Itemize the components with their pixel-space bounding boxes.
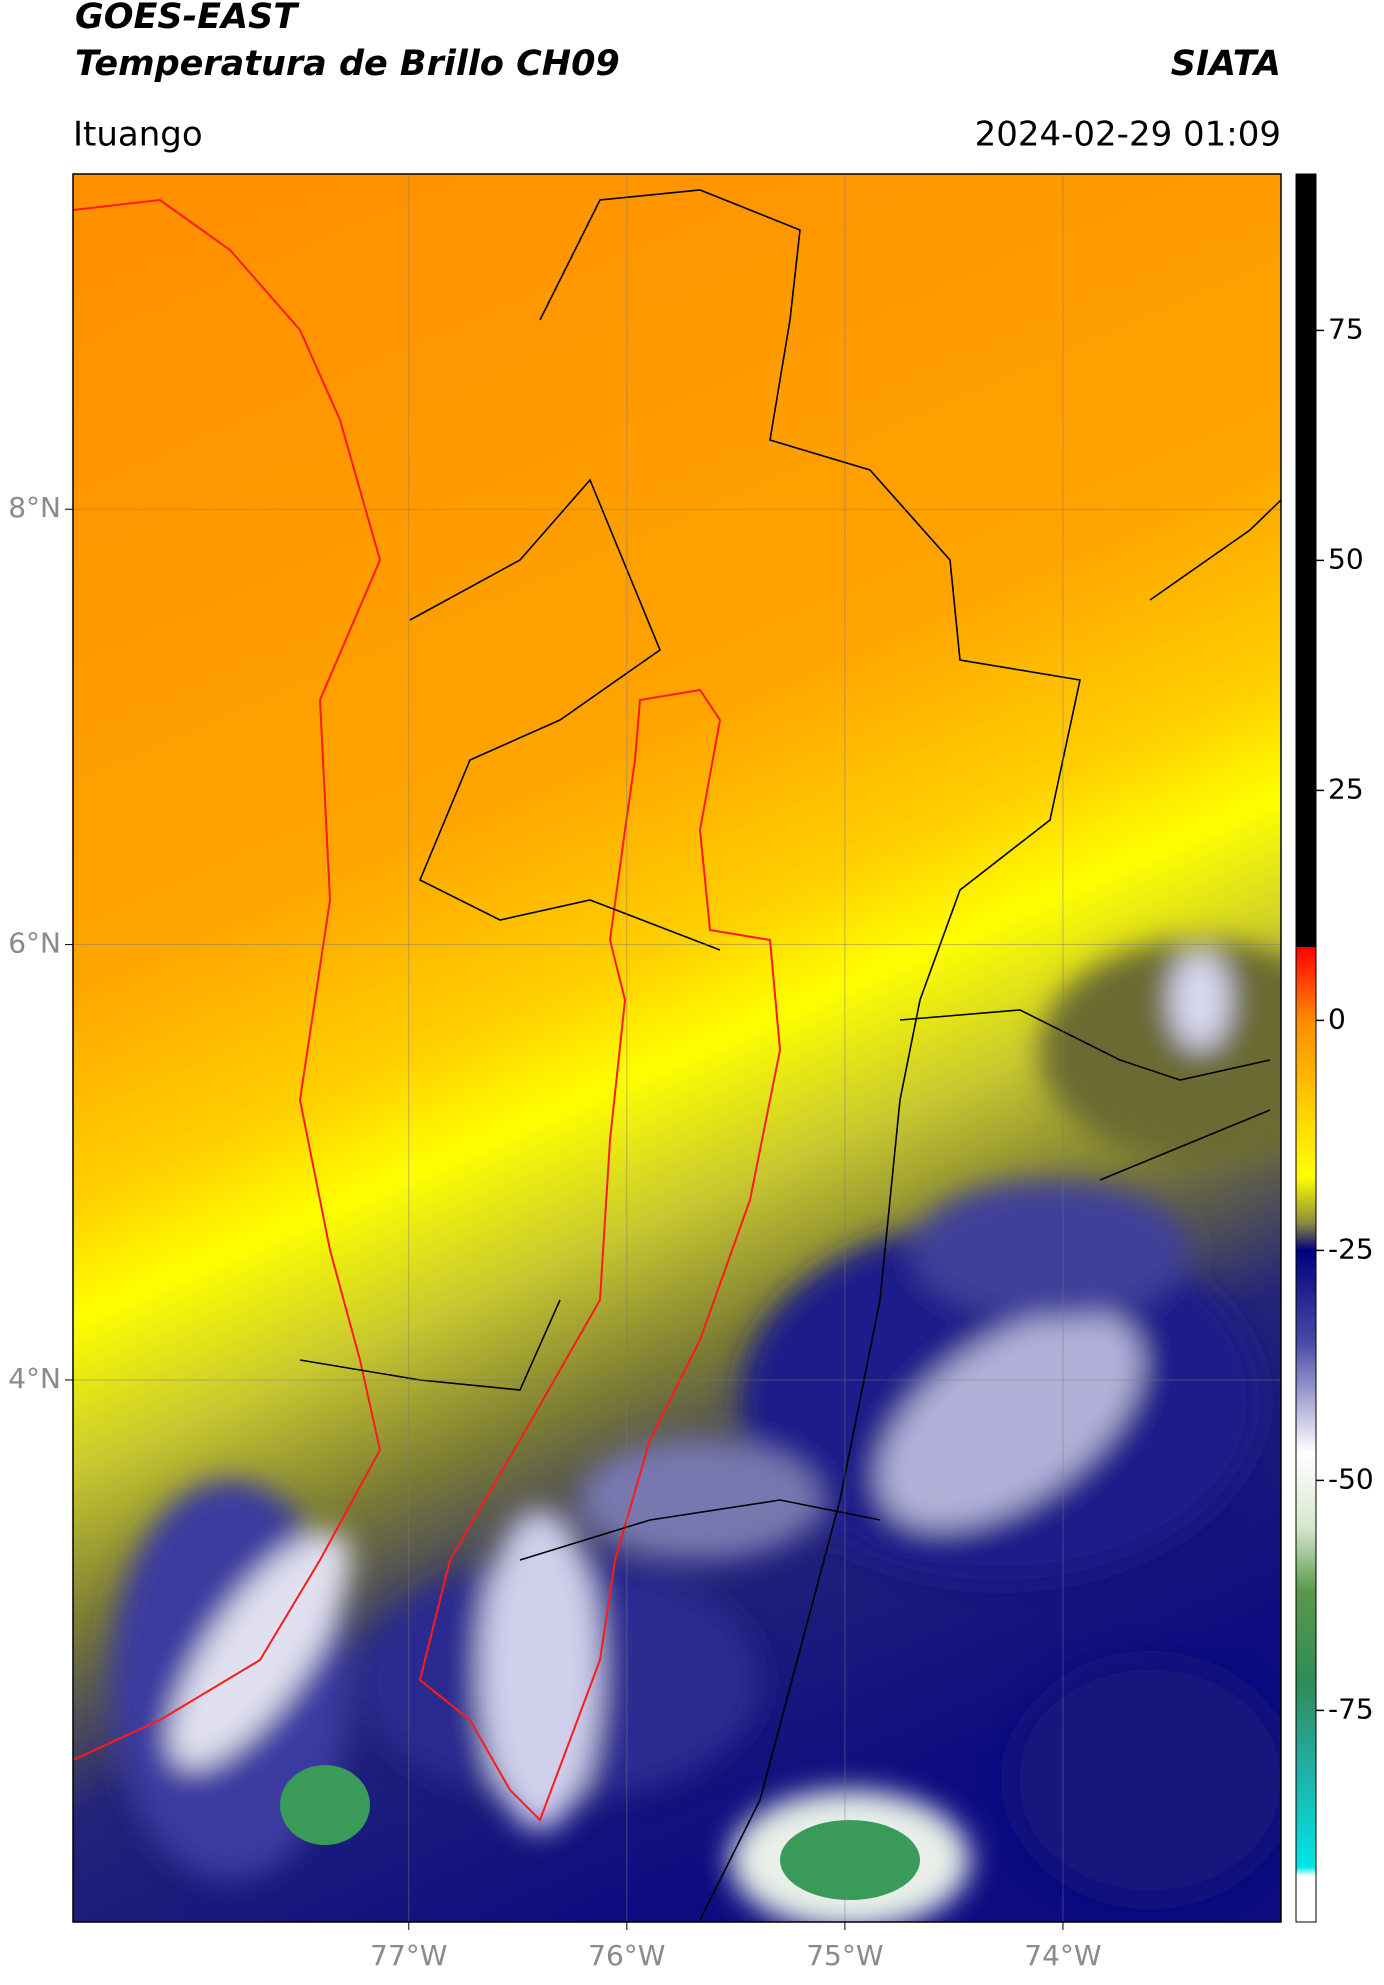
y-tick-label: 8°N	[8, 491, 61, 524]
colorbar-tick-label: 50	[1328, 542, 1364, 575]
x-tick-label: 75°W	[806, 1939, 883, 1972]
colorbar-tick-label: 0	[1328, 1002, 1346, 1035]
y-tick-label: 6°N	[8, 927, 61, 960]
x-tick-label: 74°W	[1024, 1939, 1101, 1972]
subtitle: Temperatura de Brillo CH09	[75, 44, 620, 84]
map-imagery	[73, 174, 1281, 1922]
colorbar-tick-label: 25	[1328, 772, 1364, 805]
title: GOES-EAST	[75, 0, 300, 37]
colorbar-tick-label: 75	[1328, 312, 1364, 345]
graticule	[73, 174, 1281, 1922]
x-tick-label: 77°W	[370, 1939, 447, 1972]
location: Ituango	[73, 115, 203, 155]
basin-outline	[418, 688, 782, 1822]
coastline	[73, 198, 382, 1761]
y-tick-label: 4°N	[8, 1362, 61, 1395]
colorbar-tick-label: -25	[1328, 1232, 1374, 1265]
source: SIATA	[1171, 44, 1281, 84]
datetime: 2024-02-29 01:09	[975, 115, 1281, 155]
colorbar	[1295, 173, 1317, 1923]
x-tick-label: 76°W	[588, 1939, 665, 1972]
colorbar-tick-label: -75	[1328, 1692, 1374, 1725]
cold-core	[280, 1765, 370, 1845]
map-frame	[72, 173, 1282, 1923]
admin-borders	[299, 189, 1281, 1921]
cold-core	[780, 1820, 920, 1900]
colorbar-tick-label: -50	[1328, 1462, 1374, 1495]
